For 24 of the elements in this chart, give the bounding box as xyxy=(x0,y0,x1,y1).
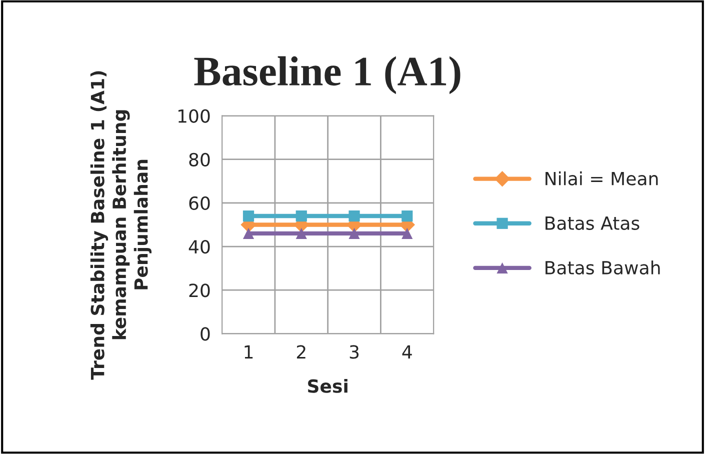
point xyxy=(402,210,413,222)
point xyxy=(402,228,413,240)
y-tick-label: 0 xyxy=(200,327,210,341)
point xyxy=(348,210,360,222)
y-tick-label: 60 xyxy=(189,196,210,210)
y-axis-title: Trend Stability Baseline 1 (A1) kemampuan Berhitung Penjumlahan xyxy=(90,71,152,380)
legend-label: Nilai = Mean xyxy=(546,171,658,186)
x-tick-label: 3 xyxy=(350,345,359,359)
point xyxy=(348,228,360,240)
x-tick-label: 4 xyxy=(402,345,412,359)
y-tick-label: 20 xyxy=(189,284,210,298)
x-axis-title: Sesi xyxy=(308,378,348,393)
y-tick-label: 40 xyxy=(188,240,210,254)
y-tick-label: 100 xyxy=(178,109,210,123)
x-tick-label: 2 xyxy=(296,345,306,359)
chart-title: Baseline 1 (A1) xyxy=(194,56,460,94)
point xyxy=(242,210,254,222)
x-tick-label: 1 xyxy=(244,345,253,359)
legend-label: Batas Atas xyxy=(546,216,640,230)
point xyxy=(242,228,254,240)
legend-label: Batas Bawah xyxy=(546,260,660,275)
point xyxy=(296,228,307,240)
point xyxy=(296,210,307,222)
y-tick-label: 80 xyxy=(189,152,210,166)
